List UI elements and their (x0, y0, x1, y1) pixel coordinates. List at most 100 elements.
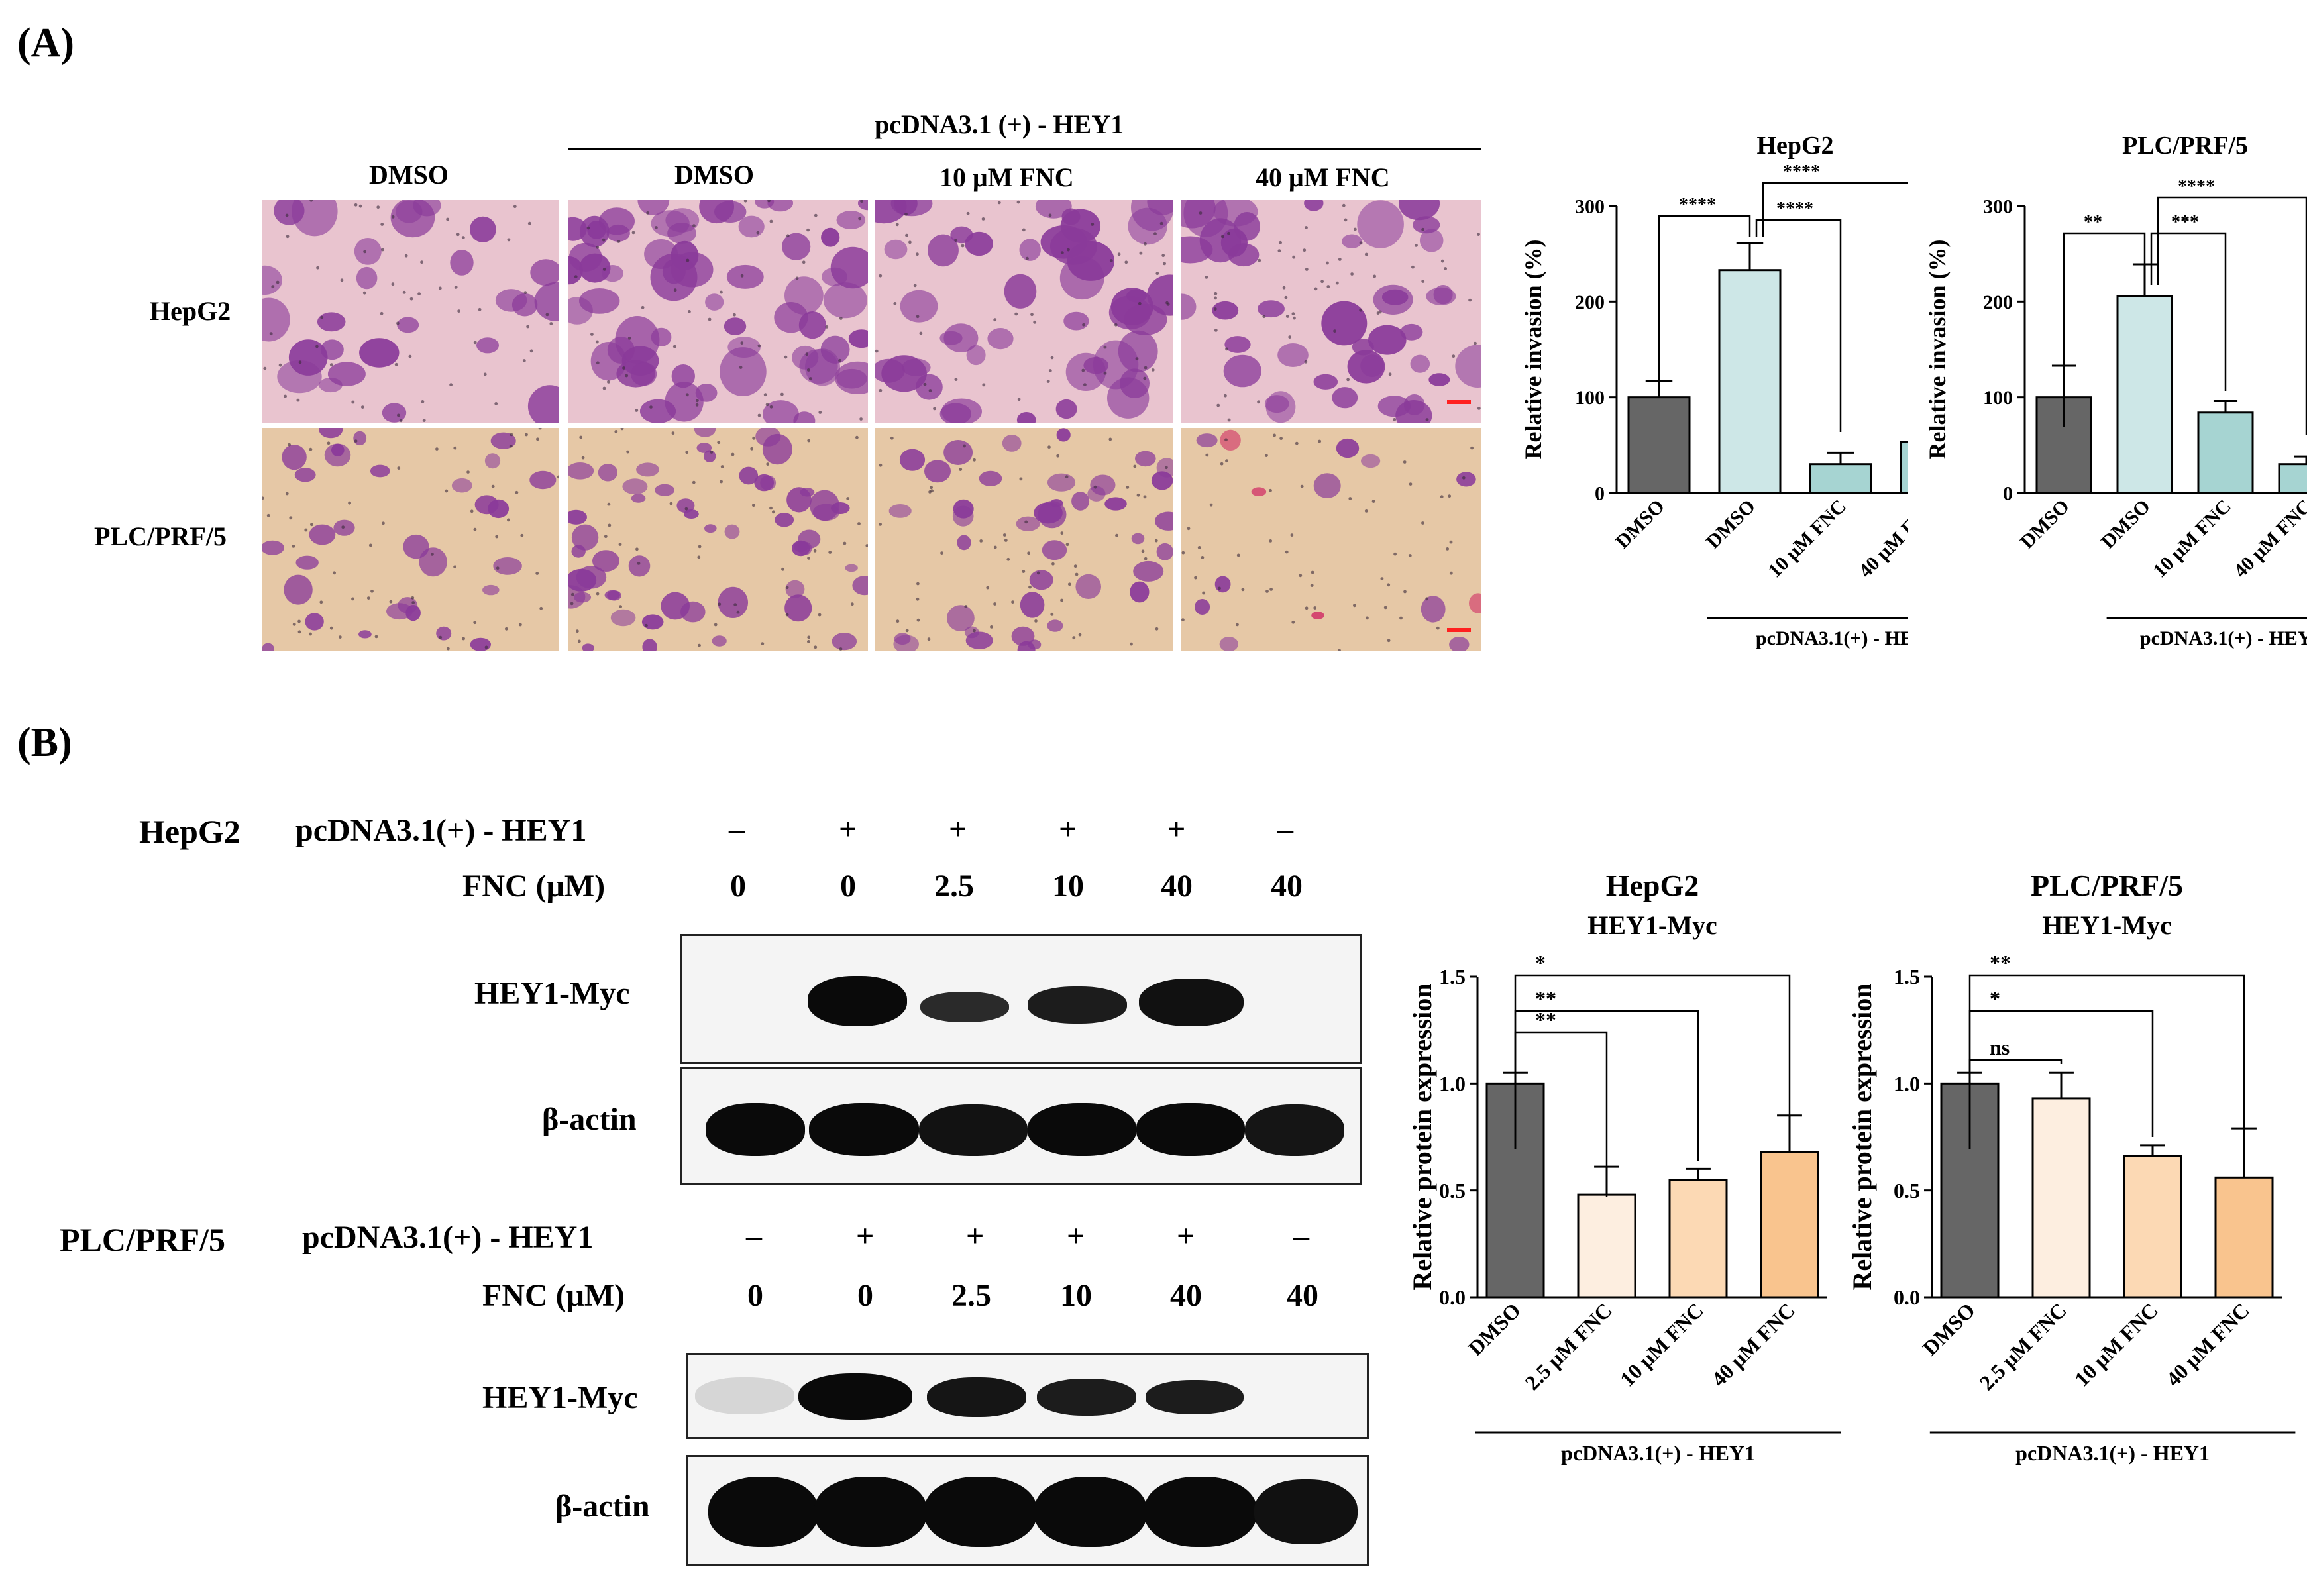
chart-b2-sig-label-3: ** (1990, 951, 2011, 975)
blot1-cell-line: HepG2 (139, 813, 241, 850)
chart-b1-category-2: 2.5 μM FNC (1520, 1298, 1617, 1395)
chart-a1-sig-label-2: **** (1776, 199, 1813, 219)
chart-a2-bracket-1 (2063, 232, 2146, 427)
chart-b1-ytick-label-0: 0.0 (1439, 1285, 1466, 1309)
blot1-vector-sign-6: – (1277, 812, 1293, 847)
chart-b1-ytick-label-1: 0.5 (1439, 1179, 1466, 1202)
chart-a1-bracket-1 (1658, 215, 1751, 394)
blot2-hey1-band-4 (1037, 1379, 1136, 1416)
blot2-vector-sign-6: – (1293, 1218, 1309, 1253)
chart-a2-bracket-2 (2150, 232, 2227, 391)
chart-a1-group-label: pcDNA3.1(+) - HEY1 (1756, 627, 1908, 649)
chart-a2-ytick-label-3: 300 (1983, 196, 2013, 218)
chart-b2-bar-2 (2031, 1097, 2091, 1299)
micrograph-plc-1 (262, 428, 559, 651)
blot1-hey1-band-5 (1139, 979, 1244, 1026)
chart-invasion-hepg2: HepG2 0 100 200 300 Relative invasion (%) DMSO… (1520, 132, 1908, 649)
blot2-actin-band-5 (1144, 1477, 1257, 1547)
blot2-actin-band-2 (814, 1477, 927, 1547)
blot1-vector-sign-2: + (839, 812, 857, 847)
blot1-actin-band-6 (1245, 1104, 1344, 1156)
chart-b2-ytick-label-0: 0.0 (1894, 1285, 1920, 1309)
blot2-actin-band-6 (1254, 1479, 1358, 1544)
micrograph-group-header: pcDNA3.1 (+) - HEY1 (875, 109, 1124, 139)
blot1-fnc-dose-4: 10 (1052, 869, 1084, 904)
chart-a2-category-3: 10 μM FNC (2149, 496, 2235, 582)
blot1-actin-band-4 (1028, 1103, 1136, 1156)
blot2-hey1-band-1 (695, 1377, 794, 1414)
blot1-actin-band-3 (919, 1104, 1028, 1156)
chart-b2-category-3: 10 μM FNC (2070, 1298, 2163, 1391)
blot2-hey1-band-3 (927, 1377, 1026, 1417)
chart-b2-sig-label-1: ns (1990, 1036, 2010, 1059)
chart-a1-bracket-2 (1755, 219, 1842, 432)
chart-a2-bar-3 (2197, 411, 2254, 494)
chart-a2-sig-label-1: ** (2084, 212, 2102, 233)
chart-b2-group-label: pcDNA3.1(+) - HEY1 (2015, 1441, 2210, 1465)
chart-a1-sig-label-1: **** (1679, 195, 1716, 215)
blot1-actin-band-5 (1136, 1103, 1245, 1156)
chart-a2-ytick-label-0: 0 (2003, 483, 2013, 505)
chart-a1-bar-3 (1809, 463, 1872, 494)
chart-a1-ylabel: Relative invasion (%) (1520, 240, 1546, 460)
chart-a1-ytick-label-1: 100 (1575, 387, 1605, 409)
blot1-hey1-band-4 (1028, 986, 1127, 1024)
chart-b1-bar-4 (1760, 1151, 1819, 1299)
chart-b2-ytick-label-2: 1.0 (1894, 1072, 1920, 1096)
blot2-vector-sign-2: + (856, 1218, 875, 1253)
chart-a2-ytick-label-2: 200 (1983, 292, 2013, 313)
micrograph-hepg2-2 (568, 200, 868, 423)
chart-a1-bar-2 (1718, 269, 1782, 494)
blot1-band-label-hey1: HEY1-Myc (474, 976, 630, 1011)
chart-a1-title: HepG2 (1756, 132, 1833, 160)
blot1-hey1-band-2 (808, 976, 907, 1026)
blot2-actin-band-4 (1034, 1477, 1147, 1547)
panel-a-letter: (A) (17, 21, 75, 66)
chart-b1-category-1: DMSO (1464, 1298, 1525, 1359)
blot1-hey1-band-3 (920, 992, 1009, 1022)
chart-b2-subtitle: HEY1-Myc (2042, 910, 2172, 940)
chart-a1-bracket-3 (1762, 182, 1908, 237)
chart-b1-subtitle: HEY1-Myc (1587, 910, 1717, 940)
chart-b2-ylabel: Relative protein expression (1847, 984, 1877, 1291)
blot2-vector-label: pcDNA3.1(+) - HEY1 (302, 1220, 594, 1255)
blot1-actin-band-2 (809, 1103, 919, 1156)
blot2-fnc-dose-6: 40 (1287, 1278, 1318, 1313)
chart-b1-sig-label-2: ** (1535, 986, 1556, 1010)
micrograph-col-label-4: 40 μM FNC (1256, 162, 1390, 192)
chart-b2-bar-3 (2123, 1155, 2182, 1299)
blot2-vector-sign-4: + (1067, 1218, 1085, 1253)
chart-a1-ytick-label-0: 0 (1595, 483, 1605, 505)
blot1-fnc-dose-2: 0 (840, 869, 856, 904)
chart-b2-sig-label-2: * (1990, 986, 2000, 1010)
blot2-fnc-label: FNC (μM) (482, 1278, 625, 1313)
chart-b2-ytick-label-3: 1.5 (1894, 965, 1920, 988)
chart-a2-sig-label-2: *** (2171, 212, 2199, 233)
micrograph-plc-4 (1181, 428, 1481, 651)
blot1-fnc-dose-3: 2.5 (934, 869, 974, 904)
micrograph-hepg2-3 (875, 200, 1173, 423)
chart-a2-category-1: DMSO (2016, 496, 2074, 553)
chart-a1-category-3: 10 μM FNC (1764, 496, 1851, 582)
panel-b-letter: (B) (17, 720, 72, 765)
blot2-actin-band-3 (924, 1477, 1037, 1547)
chart-a1-bar-1 (1627, 396, 1691, 494)
blot1-fnc-dose-6: 40 (1271, 869, 1303, 904)
blot1-vector-sign-5: + (1167, 812, 1186, 847)
chart-b1-title: HepG2 (1606, 869, 1699, 902)
chart-a1-ytick-label-3: 300 (1575, 196, 1605, 218)
chart-b1-category-4: 40 μM FNC (1707, 1298, 1799, 1391)
blot1-band-label-actin: β-actin (542, 1102, 637, 1137)
micrograph-plc-2 (568, 428, 868, 651)
micrograph-hepg2-4 (1181, 200, 1481, 423)
blot2-hey1-band-5 (1146, 1380, 1244, 1414)
chart-a1-category-2: DMSO (1702, 496, 1760, 553)
blot1-actin-band-1 (706, 1103, 805, 1156)
chart-a2-ylabel: Relative invasion (%) (1924, 240, 1951, 460)
blot2-hey1-myc-membrane (686, 1353, 1369, 1439)
chart-a1-category-4: 40 μM FNC (1854, 496, 1908, 582)
blot2-cell-line: PLC/PRF/5 (60, 1221, 225, 1258)
chart-b1-sig-label-3: * (1535, 951, 1546, 975)
chart-b1-bar-3 (1668, 1179, 1728, 1299)
blot2-vector-sign-1: – (746, 1218, 762, 1253)
